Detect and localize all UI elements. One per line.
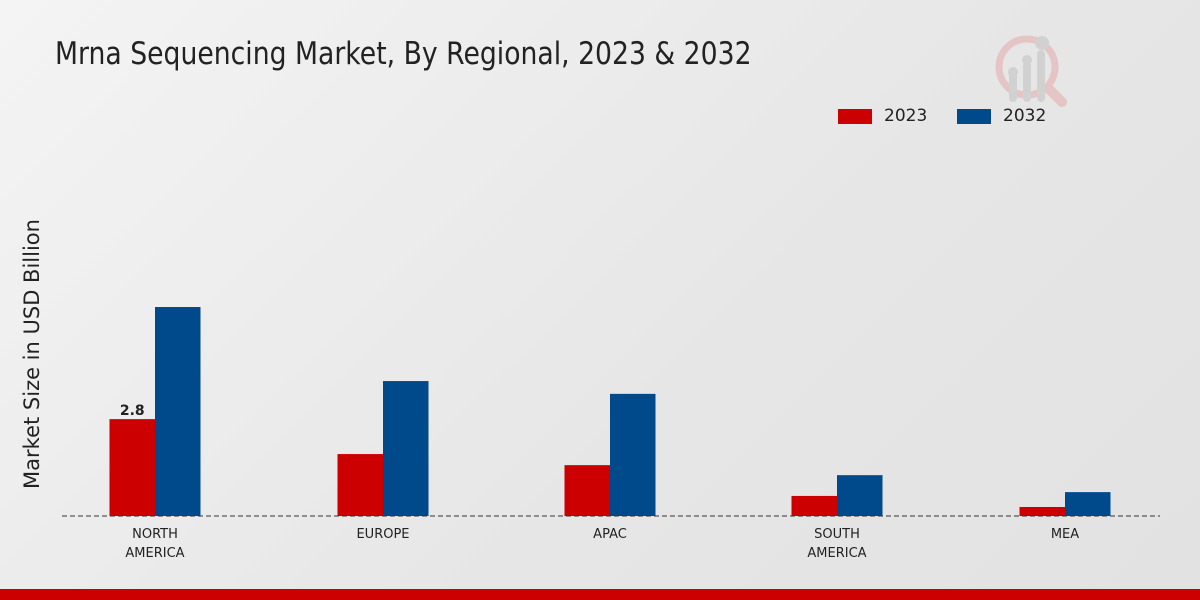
- legend-item-2023: 2023: [838, 106, 927, 126]
- bar-2032-4: [1065, 492, 1111, 516]
- x-tick-label: EUROPE: [356, 527, 409, 542]
- bar-2023-2: [564, 465, 610, 516]
- legend-label-2032: 2032: [1003, 106, 1047, 126]
- logo-icon: [995, 35, 1067, 107]
- chart-title: Mrna Sequencing Market, By Regional, 202…: [55, 36, 752, 72]
- bar-2023-4: [1019, 507, 1065, 516]
- legend-label-2023: 2023: [884, 106, 928, 126]
- footer-bar: [0, 589, 1200, 600]
- bar-2032-2: [610, 393, 656, 516]
- x-tick-label: APAC: [593, 527, 627, 542]
- x-tick-label: NORTH: [132, 527, 178, 542]
- bar-2032-1: [383, 381, 429, 516]
- legend-swatch-2032: [957, 108, 991, 124]
- x-tick-label: AMERICA: [807, 546, 866, 561]
- bar-2023-3: [791, 495, 837, 516]
- legend-swatch-2023: [838, 108, 872, 124]
- bar-2023-0: [109, 419, 155, 516]
- bar-2032-0: [155, 307, 201, 516]
- legend-item-2032: 2032: [957, 106, 1046, 126]
- bar-2032-3: [837, 475, 883, 516]
- bar-2023-1: [337, 454, 383, 516]
- x-tick-label: SOUTH: [814, 527, 860, 542]
- data-label: 2.8: [120, 403, 145, 419]
- x-tick-label: MEA: [1051, 527, 1079, 542]
- x-tick-label: AMERICA: [125, 546, 184, 561]
